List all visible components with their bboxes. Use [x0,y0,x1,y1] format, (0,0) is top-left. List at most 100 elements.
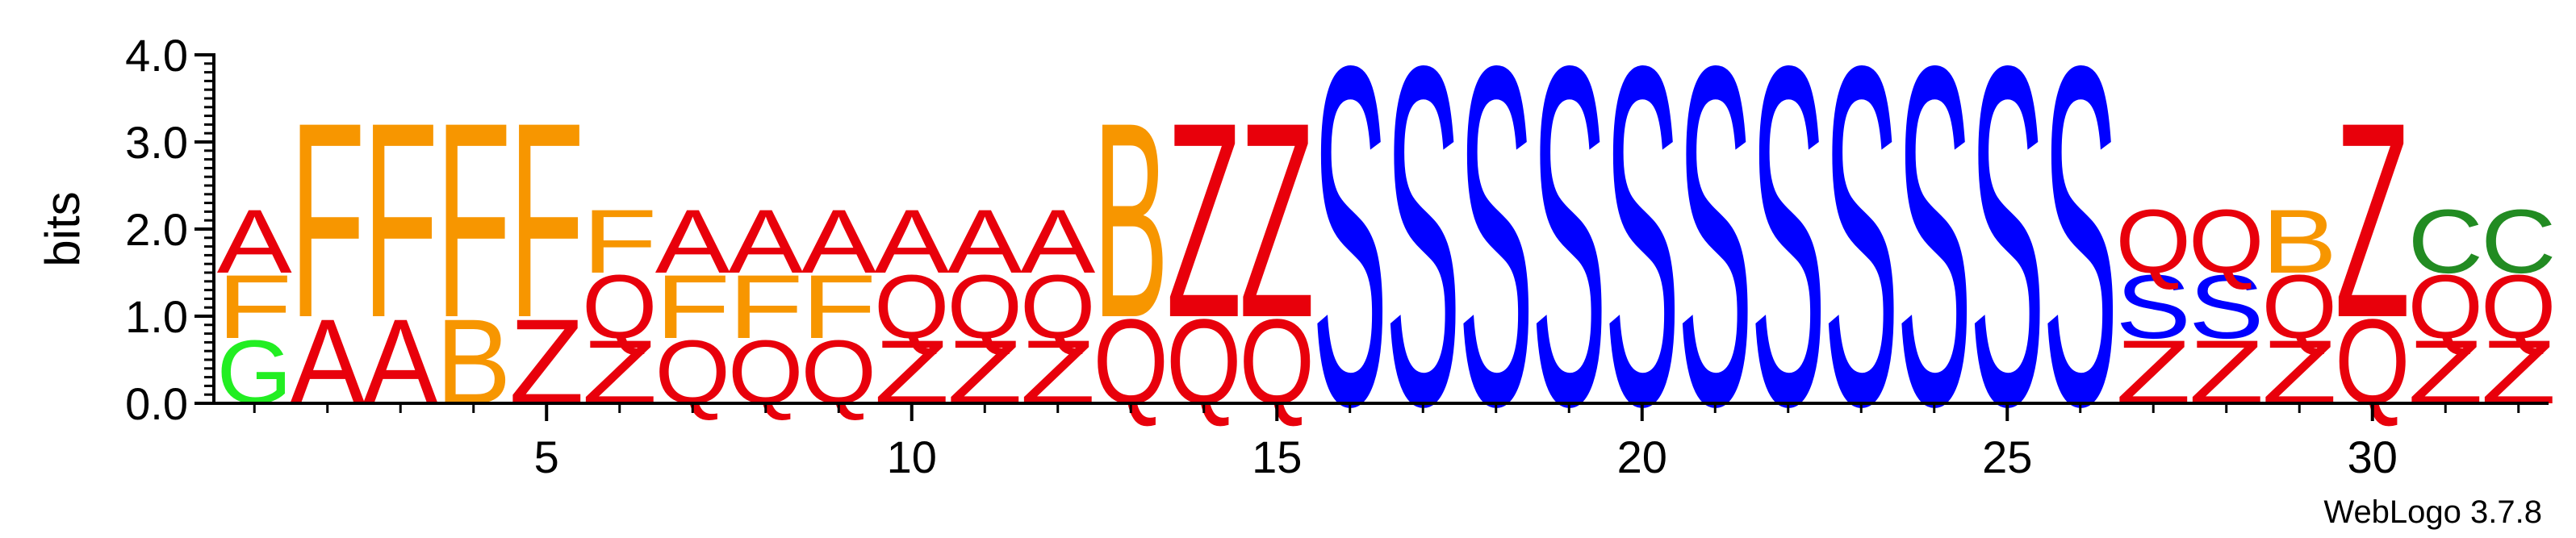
logo-letter-Q-pos-32: Q [2481,256,2556,358]
logo-letter-A-pos-7: A [655,190,731,292]
x-axis-ticks: 5 10 15 20 25 30 [253,403,2520,482]
logo-letter-glyph: F [655,256,730,358]
logo-letter-glyph: A [655,190,731,292]
logo-letter-glyph: F [801,256,876,358]
logo-letter-glyph: Q [1020,256,1095,358]
logo-axes: 0.0 1.0 2.0 3.0 4.0 5 10 15 20 25 30 bits [36,30,2549,482]
logo-letter-glyph: S [2043,0,2118,507]
logo-letter-glyph: B [1094,65,1169,375]
logo-letter-glyph: A [728,190,804,292]
logo-letter-A-pos-1: A [217,190,293,292]
logo-letter-C-pos-32: C [2481,190,2556,292]
logo-letter-glyph: S [1604,0,1679,507]
logo-letter-A-pos-10: A [874,190,950,292]
logo-letter-S-pos-16: S [1312,0,1387,507]
logo-letter-S-pos-22: S [1750,0,1825,507]
logo-letter-B-pos-13: B [1094,65,1169,375]
logo-letter-A-pos-11: A [947,190,1023,292]
logo-letter-glyph: C [2481,190,2556,292]
x-tick-label: 5 [534,432,559,482]
y-axis-label: bits [36,191,90,266]
logo-letter-glyph: S [1386,0,1461,507]
y-tick-label: 3.0 [125,117,188,168]
x-tick-label: 20 [1617,432,1667,482]
weblogo-version-footer: WebLogo 3.7.8 [2323,494,2542,530]
logo-letter-glyph: A [874,190,950,292]
logo-letter-glyph: F [217,256,292,358]
logo-letter-glyph: F [290,64,365,376]
y-tick-label: 4.0 [125,30,188,81]
logo-letter-F-pos-7: F [655,256,730,358]
logo-letter-glyph: Q [2262,256,2337,358]
logo-letter-glyph: S [1678,0,1753,507]
logo-letter-Q-pos-31: Q [2408,256,2483,358]
logo-letter-glyph: F [363,64,438,376]
logo-letter-Q-pos-6: Q [582,256,657,358]
logo-letter-glyph: C [2408,190,2483,292]
logo-letter-Q-pos-27: Q [2116,191,2191,293]
logo-letter-glyph: Q [2189,191,2264,293]
logo-letter-glyph: S [1532,0,1607,507]
logo-letter-glyph: F [436,64,511,376]
logo-letter-S-pos-28: S [2189,256,2264,357]
logo-letter-Z-pos-30: Z [2335,64,2410,376]
logo-letter-A-pos-9: A [801,190,877,292]
logo-letter-Z-pos-14: Z [1166,64,1241,376]
logo-letter-S-pos-20: S [1604,0,1679,507]
logo-letter-S-pos-18: S [1458,0,1533,507]
logo-letter-F-pos-5: F [509,64,584,376]
logo-letter-Q-pos-11: Q [947,256,1022,358]
logo-letter-F-pos-9: F [801,256,876,358]
logo-letter-glyph: S [2116,256,2191,357]
logo-letter-glyph: F [509,64,584,376]
logo-letter-Q-pos-10: Q [874,256,949,358]
logo-letter-glyph: S [1458,0,1533,507]
logo-letter-S-pos-21: S [1678,0,1753,507]
logo-letter-Z-pos-15: Z [1240,64,1315,376]
logo-letter-A-pos-8: A [728,190,804,292]
logo-letter-glyph: S [1312,0,1387,507]
x-tick-label: 30 [2348,432,2398,482]
logo-letter-glyph: S [1970,0,2045,507]
logo-letter-glyph: Q [582,256,657,358]
logo-letter-S-pos-23: S [1824,0,1899,507]
y-axis-ticks: 0.0 1.0 2.0 3.0 4.0 [125,30,214,429]
logo-letter-F-pos-2: F [290,64,365,376]
logo-letter-glyph: Q [2481,256,2556,358]
logo-letter-Q-pos-29: Q [2262,256,2337,358]
logo-letter-glyph: Q [2116,191,2191,293]
logo-letter-S-pos-24: S [1896,0,1972,507]
logo-letter-S-pos-26: S [2043,0,2118,507]
logo-letter-glyph: S [1896,0,1972,507]
logo-letter-F-pos-6: F [582,191,657,293]
logo-letter-glyph: F [582,191,657,293]
logo-letter-F-pos-1: F [217,256,292,358]
logo-letter-glyph: A [947,190,1023,292]
x-tick-label: 15 [1252,432,1302,482]
y-tick-label: 2.0 [125,204,188,255]
logo-letter-glyph: S [1750,0,1825,507]
logo-letter-F-pos-3: F [363,64,438,376]
y-tick-label: 1.0 [125,291,188,342]
logo-letter-F-pos-4: F [436,64,511,376]
logo-letter-glyph: A [1020,190,1096,292]
y-tick-label: 0.0 [125,378,188,429]
logo-letter-glyph: Z [1166,64,1241,376]
logo-letter-glyph: Z [1240,64,1315,376]
logo-letter-F-pos-8: F [728,256,803,358]
logo-letter-Q-pos-12: Q [1020,256,1095,358]
logo-letter-glyph: S [1824,0,1899,507]
logo-letter-glyph: F [728,256,803,358]
logo-letter-glyph: Q [874,256,949,358]
logo-letter-glyph: Q [947,256,1022,358]
logo-letters: GFAAFAFBFZFZQFQFAQFAQFAZQAZQAZQAQBQZQZSS… [217,0,2557,507]
logo-letter-glyph: A [217,190,293,292]
x-tick-label: 10 [887,432,937,482]
x-tick-label: 25 [1982,432,2032,482]
logo-letter-C-pos-31: C [2408,190,2483,292]
logo-letter-A-pos-12: A [1020,190,1096,292]
logo-letter-B-pos-29: B [2262,190,2337,292]
logo-letter-S-pos-17: S [1386,0,1461,507]
logo-letter-S-pos-25: S [1970,0,2045,507]
